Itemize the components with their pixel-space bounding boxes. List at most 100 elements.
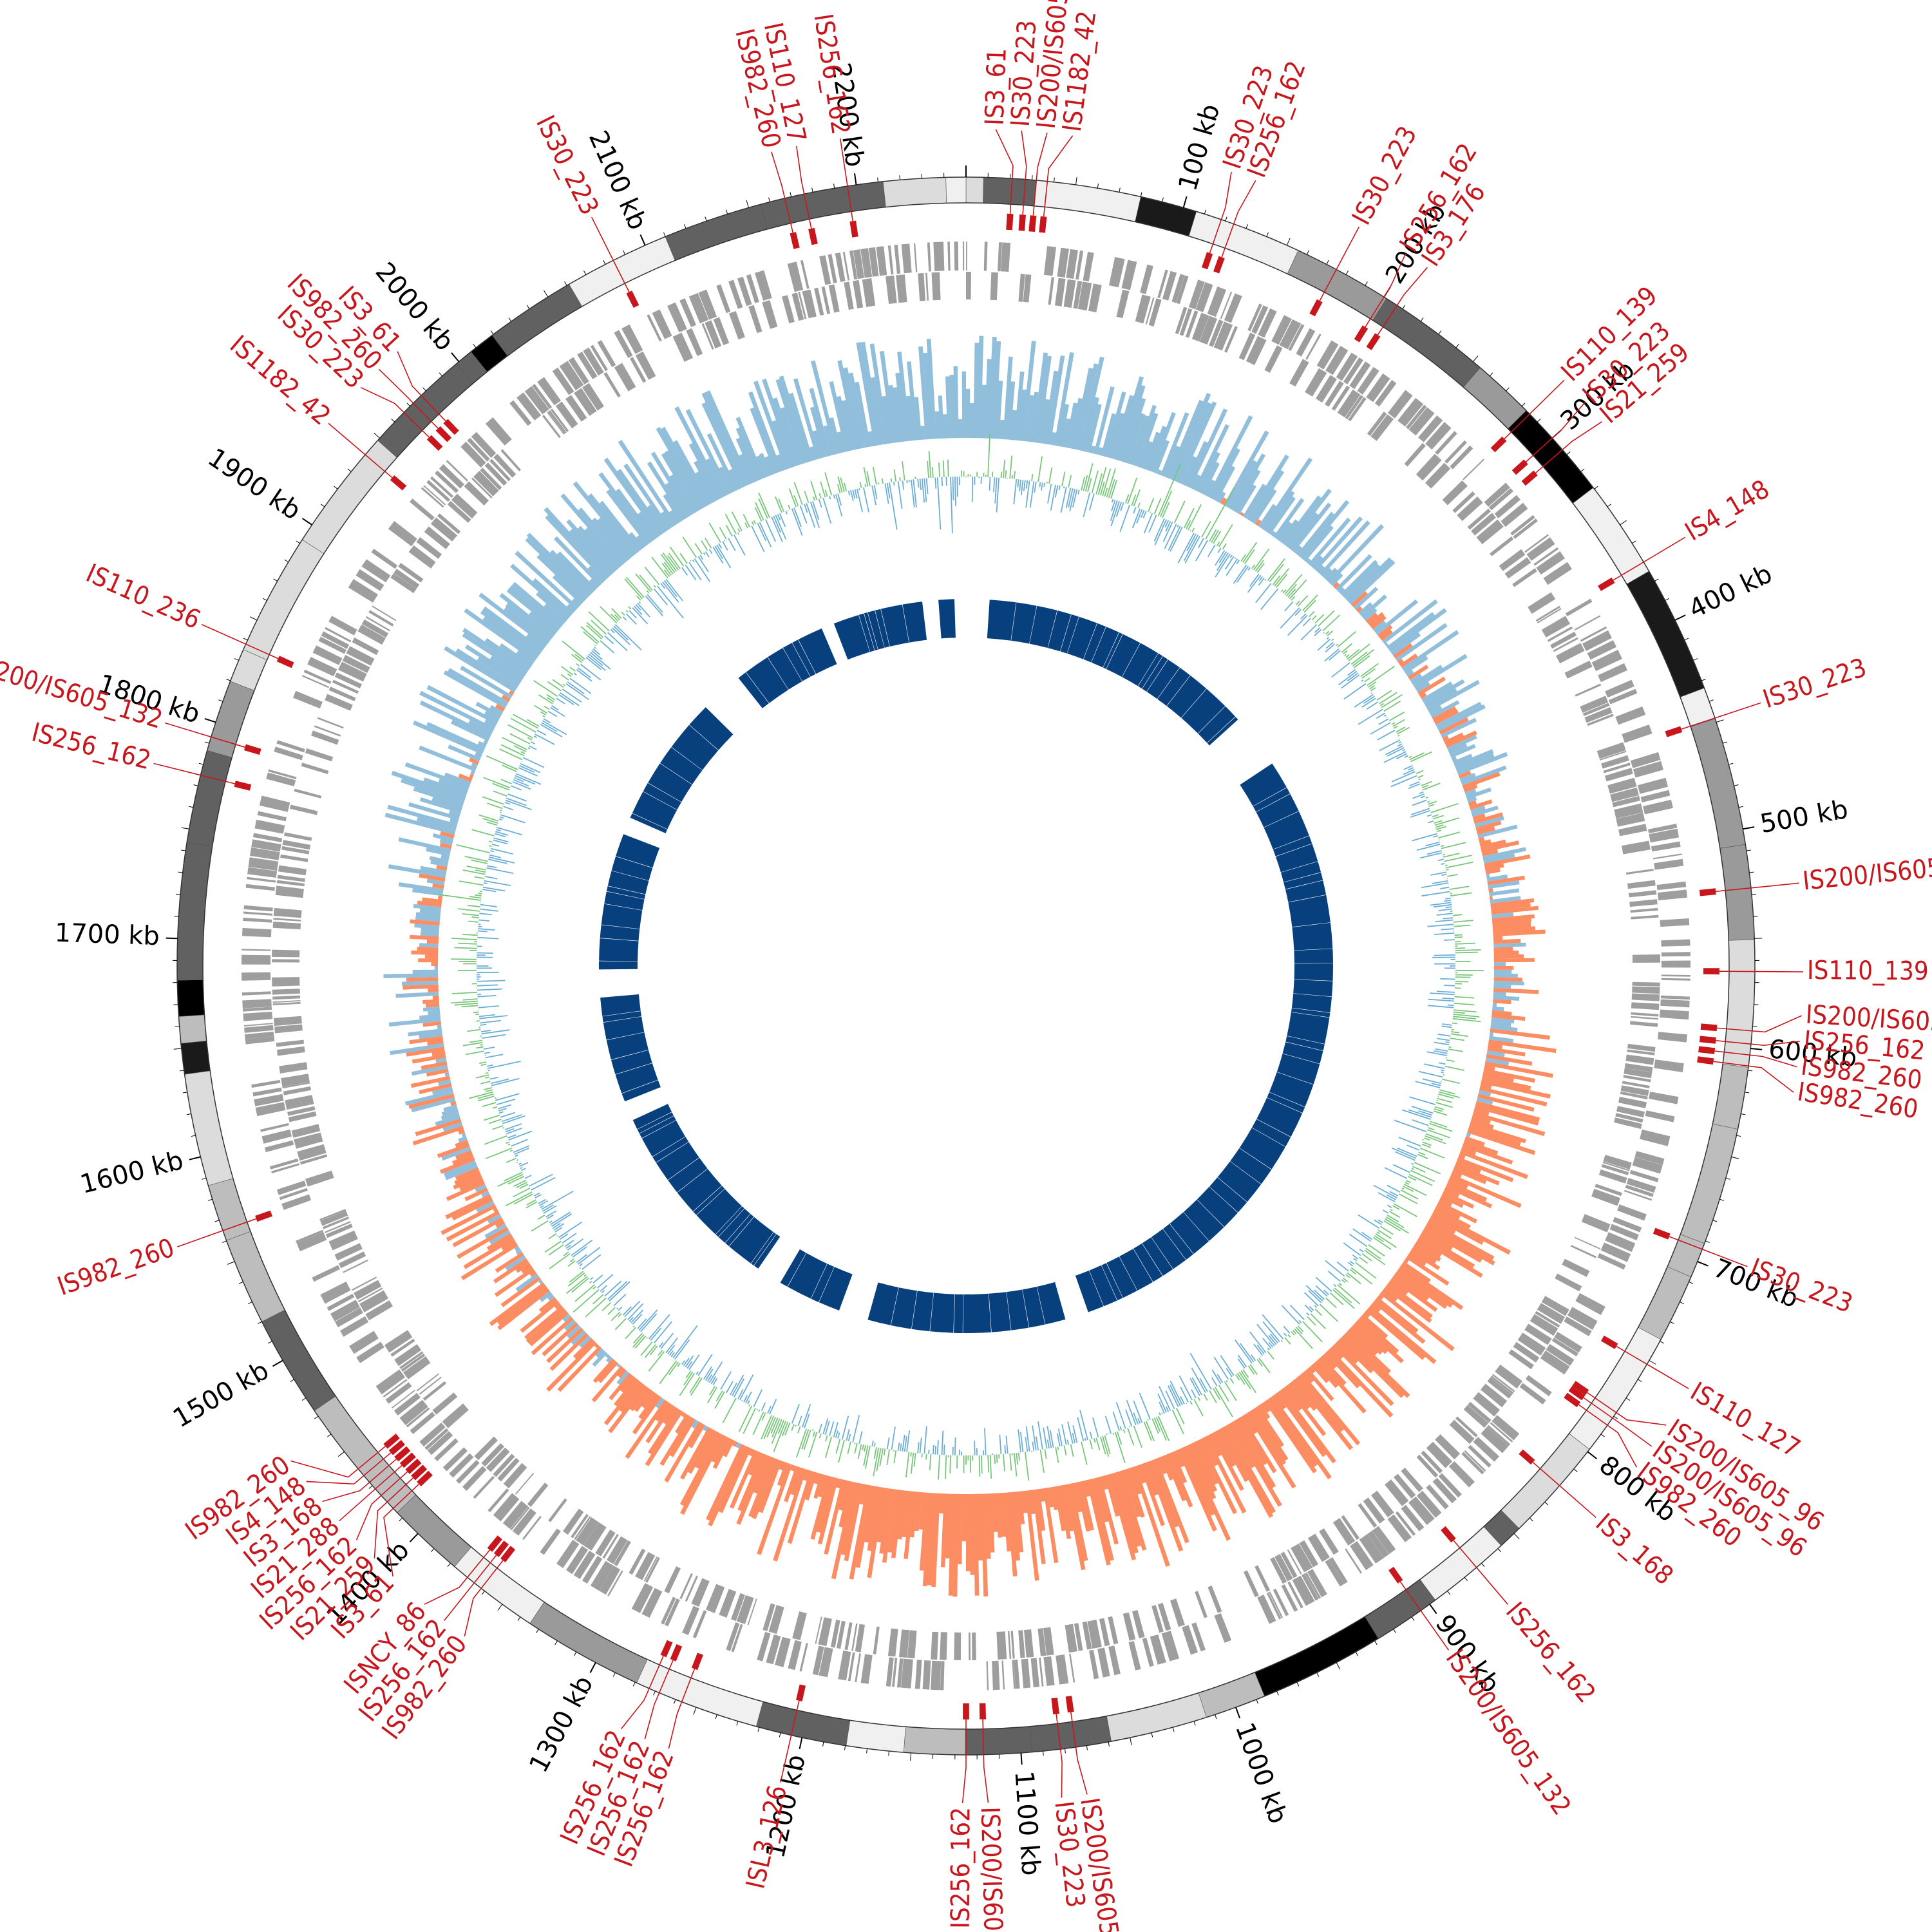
- synteny-block: [1275, 844, 1318, 873]
- gene-block: [1325, 381, 1344, 407]
- gene-block: [1432, 1477, 1457, 1504]
- scale-tick: [757, 1727, 760, 1732]
- gene-block: [1616, 813, 1645, 827]
- synteny-block: [1101, 1263, 1123, 1301]
- gene-block: [931, 1631, 938, 1660]
- scale-tick: [258, 1321, 262, 1324]
- gene-block: [1395, 1511, 1416, 1536]
- gene-block: [1097, 1647, 1110, 1678]
- gene-block: [860, 1654, 873, 1684]
- gene-block: [515, 1473, 535, 1495]
- gene-block: [281, 1074, 310, 1087]
- gene-block: [1088, 283, 1102, 312]
- gene-block: [1316, 375, 1337, 403]
- gene-block: [488, 1488, 509, 1513]
- scale-tick: [1693, 658, 1698, 661]
- is-element-mark: [487, 1535, 502, 1552]
- ideogram-segment: [755, 1701, 851, 1747]
- gene-block: [1388, 390, 1413, 419]
- scale-label: 100 kb: [1173, 100, 1226, 194]
- gene-block: [243, 911, 273, 916]
- ideogram-segment: [454, 1546, 545, 1624]
- gene-block: [1207, 286, 1227, 317]
- gene-block: [731, 1593, 745, 1622]
- synteny-block: [1285, 1036, 1325, 1051]
- gene-block: [647, 314, 662, 342]
- is-leader-line: [424, 1549, 491, 1605]
- synteny-block: [1048, 611, 1072, 652]
- gene-block: [1307, 1533, 1330, 1562]
- gene-block: [328, 687, 356, 701]
- synteny-block: [1166, 676, 1207, 718]
- gene-block: [607, 1570, 623, 1596]
- gene-block: [1540, 1350, 1570, 1375]
- gene-block: [1660, 999, 1690, 1008]
- gene-block: [860, 249, 866, 278]
- gene-block: [1605, 679, 1634, 698]
- scale-tick: [218, 699, 223, 702]
- gene-block: [393, 1392, 421, 1416]
- is-element-mark: [500, 1546, 516, 1562]
- scale-label: 1300 kb: [524, 1671, 599, 1778]
- gene-block: [1394, 1473, 1416, 1499]
- is-leader-line: [374, 1477, 414, 1558]
- gene-block: [1625, 869, 1654, 875]
- synteny-block: [1256, 1097, 1303, 1137]
- gene-block: [1575, 683, 1602, 697]
- gene-block: [1099, 1618, 1110, 1647]
- gene-block: [1473, 1392, 1500, 1417]
- gene-block: [422, 1381, 447, 1401]
- gene-block: [1305, 334, 1321, 360]
- gene-block: [1661, 939, 1690, 947]
- ideogram-segment: [1690, 718, 1746, 849]
- gene-block: [1069, 1653, 1075, 1683]
- synteny-block: [671, 724, 719, 770]
- gene-block: [1305, 368, 1327, 397]
- scale-tick: [1741, 1113, 1746, 1115]
- scale-tick: [176, 893, 181, 895]
- gene-block: [1073, 281, 1083, 309]
- gene-block: [1176, 275, 1189, 305]
- gene-block: [325, 694, 353, 711]
- synteny-block: [864, 612, 878, 650]
- scale-tick: [226, 679, 231, 681]
- gene-block: [1562, 1258, 1590, 1277]
- gene-block: [1546, 1343, 1575, 1366]
- gene-block: [252, 833, 283, 842]
- gene-block: [383, 1379, 408, 1397]
- gene-block: [1343, 357, 1363, 384]
- gene-block: [887, 1628, 898, 1657]
- is-element-mark: [435, 426, 452, 442]
- gene-block: [252, 1087, 282, 1097]
- gene-block: [276, 740, 305, 753]
- gene-block: [305, 748, 334, 762]
- gene-block: [394, 1344, 422, 1367]
- synteny-block: [1083, 623, 1106, 663]
- scale-tick: [430, 1548, 435, 1553]
- ideogram-segment: [1501, 1433, 1590, 1529]
- gene-block: [922, 1660, 931, 1690]
- is-element-label: IS4_148: [1680, 475, 1774, 547]
- scale-tick: [1119, 187, 1121, 193]
- gene-block: [296, 1232, 327, 1251]
- scale-tick: [490, 330, 494, 335]
- gene-block: [280, 854, 308, 862]
- ideogram-segment: [1287, 250, 1387, 321]
- gene-block: [1008, 1631, 1012, 1659]
- gc-content-track: [437, 433, 1484, 1481]
- gene-block: [1416, 1454, 1439, 1478]
- gene-block: [257, 811, 287, 822]
- gene-block: [408, 545, 436, 569]
- scale-tick: [1670, 1321, 1674, 1324]
- gene-block: [1658, 889, 1687, 901]
- gene-block: [1630, 752, 1661, 768]
- is-leader-line: [1209, 171, 1232, 254]
- synteny-block: [677, 1169, 722, 1211]
- gene-block: [334, 1243, 363, 1261]
- gene-block: [1581, 1214, 1611, 1233]
- synteny-block: [1292, 922, 1333, 951]
- gene-block: [830, 1620, 840, 1648]
- is-leader-line: [153, 762, 235, 784]
- gene-block: [1473, 1437, 1500, 1462]
- scale-tick: [272, 1359, 283, 1367]
